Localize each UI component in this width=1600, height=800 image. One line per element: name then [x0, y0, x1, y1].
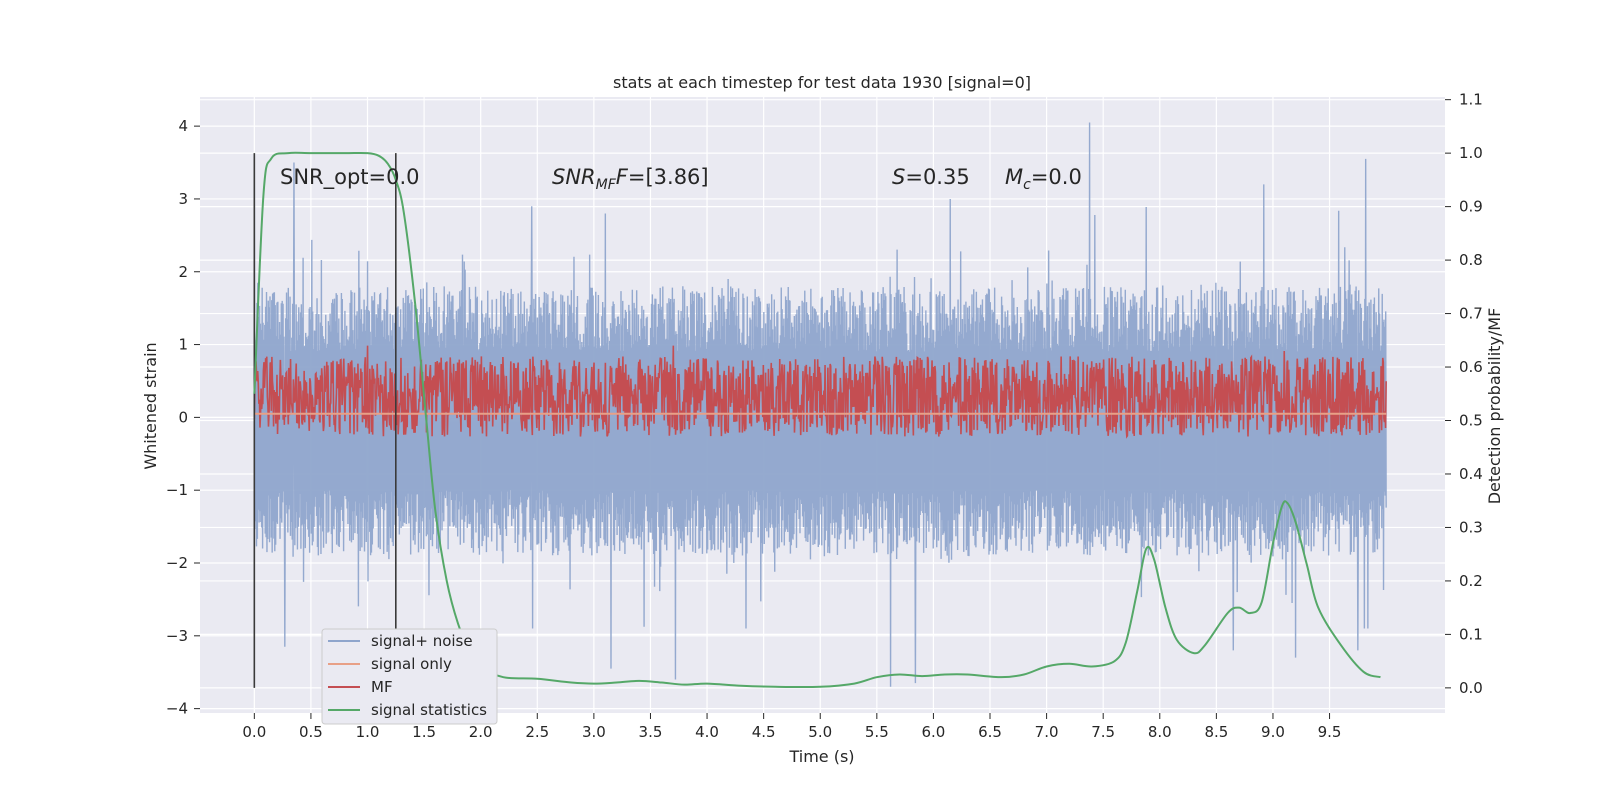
y-tick-label-8: −4 — [166, 700, 188, 718]
s-value: =0.35 — [905, 165, 969, 189]
mf-line — [253, 345, 1387, 439]
y-tick-label-2: 2 — [178, 263, 188, 281]
y-tick-label-7: −3 — [166, 627, 188, 645]
y2-tick-label-9: 0.2 — [1459, 572, 1483, 590]
y2-tick-label-10: 0.1 — [1459, 625, 1483, 643]
signal-noise-line — [253, 122, 1387, 687]
legend-box — [321, 628, 498, 725]
y-tick-label-0: 4 — [178, 117, 188, 135]
y2-tick-label-11: 0.0 — [1459, 679, 1483, 697]
x-tick-label-7: 3.5 — [639, 723, 663, 741]
signal-statistics-series — [253, 151, 1381, 689]
x-tick-label-18: 9.0 — [1261, 723, 1285, 741]
legend-label-signal-noise: signal+ noise — [371, 632, 473, 650]
y2-tick-label-3: 0.8 — [1459, 251, 1483, 269]
mc-value: =0.0 — [1031, 165, 1082, 189]
x-tick-label-8: 4.0 — [695, 723, 719, 741]
legend-label-signal-statistics: signal statistics — [371, 701, 487, 719]
y2-tick-label-1: 1.0 — [1459, 144, 1483, 162]
snr-mf-sub: MF — [596, 177, 617, 193]
snr-mf-base: SNR — [552, 165, 596, 189]
x-axis-ticks: 0.0 0.5 1.0 1.5 2.0 2.5 3.0 3.5 4.0 4.5 5.0 5.5 6.0 6… — [242, 713, 1341, 741]
y-axis-ticks: 4 3 2 1 0 −1 −2 −3 −4 — [166, 117, 200, 718]
signal-statistics-line — [253, 151, 1381, 689]
mc-sub: c — [1023, 177, 1031, 193]
window-markers — [253, 153, 397, 688]
legend-label-signal-only: signal only — [371, 655, 452, 673]
y2-axis-label: Detection probability/MF — [1485, 308, 1504, 505]
y-tick-label-4: 0 — [178, 408, 188, 426]
s-symbol: S — [892, 165, 905, 189]
x-tick-label-13: 6.5 — [978, 723, 1002, 741]
x-axis-label: Time (s) — [788, 747, 854, 766]
x-tick-label-11: 5.5 — [865, 723, 889, 741]
x-tick-label-12: 6.0 — [921, 723, 945, 741]
x-tick-label-17: 8.5 — [1204, 723, 1228, 741]
y-tick-label-1: 3 — [178, 190, 188, 208]
legend: signal+ noise signal only MF signal stat… — [321, 628, 498, 725]
s-annotation: S=0.35 — [892, 165, 970, 189]
y-axis-label: Whitened strain — [141, 342, 160, 469]
snr-mf-annotation: SNRMFF=[3.86] — [552, 165, 709, 193]
x-tick-label-2: 1.0 — [356, 723, 380, 741]
x-tick-label-10: 5.0 — [808, 723, 832, 741]
y2-tick-label-5: 0.6 — [1459, 358, 1483, 376]
y2-axis-ticks: 1.1 1.0 0.9 0.8 0.7 0.6 0.5 0.4 0.3 0.2 0.1 0.0 — [1445, 91, 1483, 697]
snr-mf-value: =[3.86] — [628, 165, 709, 189]
x-tick-label-3: 1.5 — [412, 723, 436, 741]
chart-title: stats at each timestep for test data 193… — [613, 73, 1031, 92]
snr-opt-annotation: SNR_opt=0.0 — [280, 165, 420, 190]
y2-tick-label-8: 0.3 — [1459, 518, 1483, 536]
mc-annotation: Mc=0.0 — [1005, 165, 1082, 193]
legend-label-mf: MF — [371, 678, 393, 696]
y2-tick-label-6: 0.5 — [1459, 412, 1483, 430]
mc-base: M — [1005, 165, 1023, 189]
y-tick-label-3: 1 — [178, 336, 188, 354]
y2-tick-label-7: 0.4 — [1459, 465, 1483, 483]
y2-tick-label-2: 0.9 — [1459, 198, 1483, 216]
x-tick-label-0: 0.0 — [242, 723, 266, 741]
y2-tick-label-0: 1.1 — [1459, 91, 1483, 109]
x-tick-label-14: 7.0 — [1035, 723, 1059, 741]
x-tick-label-19: 9.5 — [1318, 723, 1342, 741]
x-tick-label-4: 2.0 — [469, 723, 493, 741]
x-tick-label-15: 7.5 — [1091, 723, 1115, 741]
x-tick-label-16: 8.0 — [1148, 723, 1172, 741]
x-tick-label-9: 4.5 — [752, 723, 776, 741]
signal-noise-series — [253, 122, 1387, 687]
x-tick-label-6: 3.0 — [582, 723, 606, 741]
x-tick-label-5: 2.5 — [525, 723, 549, 741]
y2-tick-label-4: 0.7 — [1459, 305, 1483, 323]
mf-series — [253, 345, 1387, 439]
y-tick-label-5: −1 — [166, 481, 188, 499]
y-tick-label-6: −2 — [166, 554, 188, 572]
x-tick-label-1: 0.5 — [299, 723, 323, 741]
